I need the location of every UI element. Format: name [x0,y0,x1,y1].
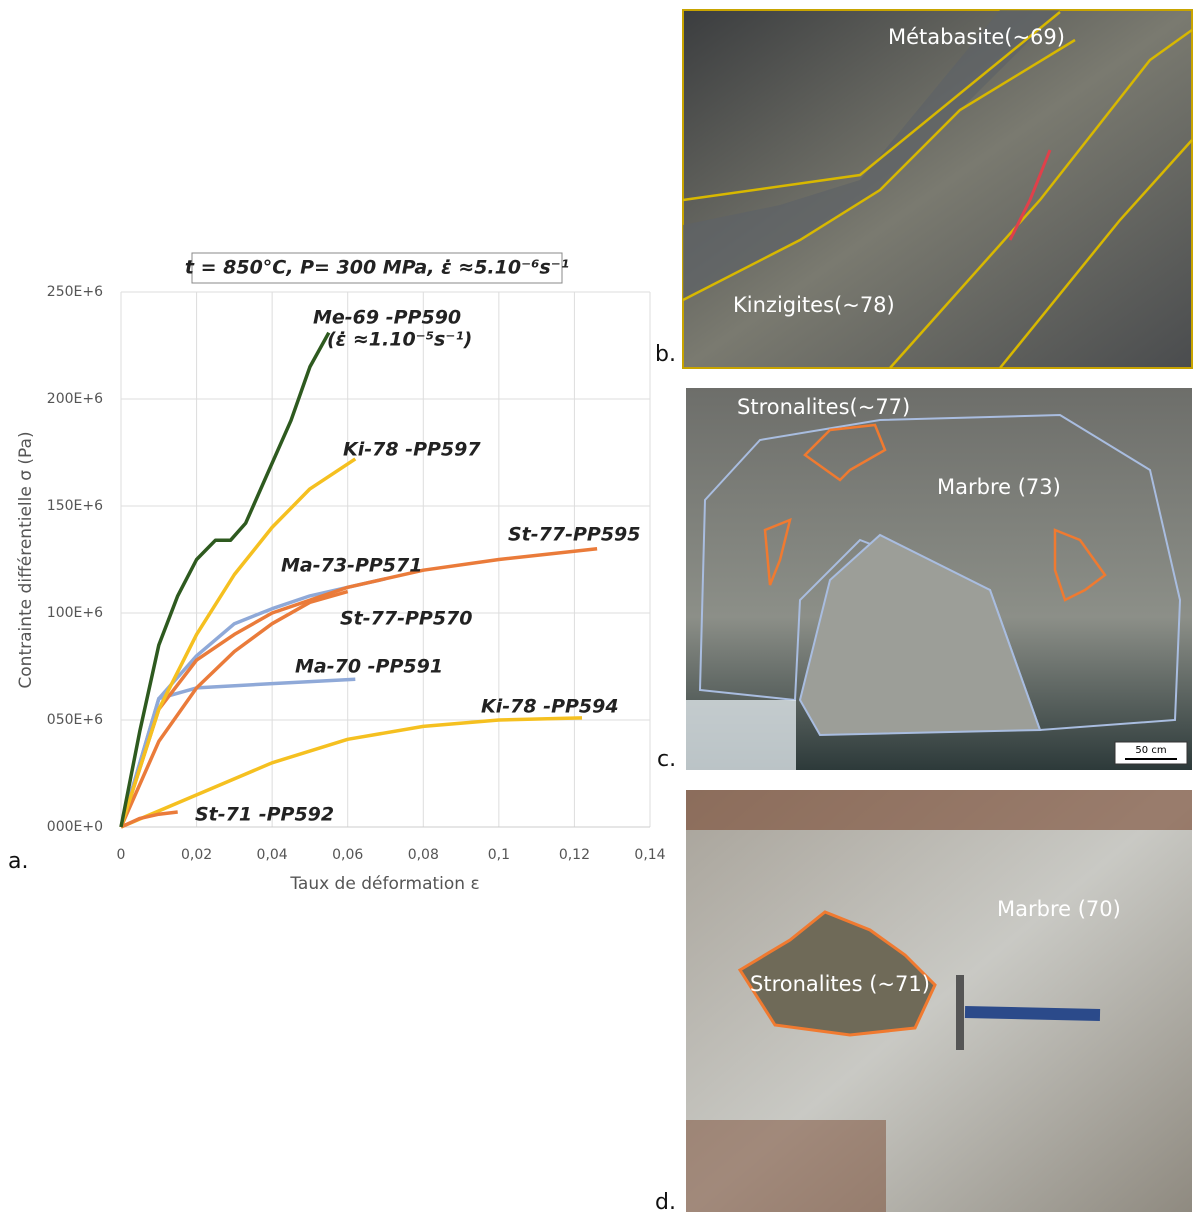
photo-label: Stronalites(~77) [737,395,910,419]
photo-b: Métabasite(~69) Kinzigites(~78) [682,9,1193,369]
outline [763,517,792,586]
series-line [120,810,178,829]
series-line [119,589,349,828]
series-label: Ma-70 -PP591 [295,656,443,678]
x-tick-label: 0,12 [559,847,590,863]
chart: t = 850°C, P= 300 MPa, ε̇ ≈5.10⁻⁶s⁻¹ Tau… [16,252,666,894]
y-tick-label: 150E+6 [47,498,103,514]
series-label: Ki-78 -PP594 [481,696,619,718]
outline [698,413,1182,732]
chart-title: t = 850°C, P= 300 MPa, ε̇ ≈5.10⁻⁶s⁻¹ [185,257,569,279]
x-tick-label: 0,04 [257,847,288,863]
x-tick-label: 0 [117,847,126,863]
y-tick-label: 250E+6 [47,284,103,300]
y-tick-label: 200E+6 [47,391,103,407]
photo-label: Kinzigites(~78) [733,293,895,317]
photo-label: Marbre (73) [937,475,1061,499]
series-line [119,457,357,828]
y-tick-label: 050E+6 [47,712,103,728]
series-label: St-77-PP570 [340,608,473,630]
outline [798,533,1042,737]
hammer [964,1006,1101,1021]
series-line [119,547,598,828]
series-label: St-71 -PP592 [195,804,334,826]
y-tick-label: 100E+6 [47,605,103,621]
panel-letter: c. [657,747,676,772]
outline [999,139,1193,369]
series-line [120,716,583,829]
water [686,700,796,770]
scale-label: 50 cm [1135,745,1166,756]
outline [737,910,937,1037]
panel-letter: d. [655,1190,676,1214]
x-axis-label: Taux de déformation ε [289,874,479,894]
photo-d: Marbre (70) Stronalites (~71) [686,790,1192,1212]
leaves [686,790,1192,830]
title-box [191,252,563,284]
series-label: Me-69 -PP590 [313,307,461,329]
panel-letter: a. [8,849,28,874]
photo-label: Stronalites (~71) [750,972,930,996]
photo-label: Marbre (70) [997,897,1121,921]
series-label: Ki-78 -PP597 [343,439,481,461]
x-tick-label: 0,1 [488,847,510,863]
leaves [686,1120,886,1212]
y-axis-label: Contrainte différentielle σ (Pa) [16,431,36,688]
outline [803,423,887,482]
x-tick-label: 0,02 [181,847,212,863]
panel-letter: b. [655,342,676,367]
x-tick-label: 0,08 [408,847,439,863]
annotation: (ε̇ ≈1.10⁻⁵s⁻¹) [327,329,472,351]
outline [1053,528,1107,602]
series-label: St-77-PP595 [508,524,641,546]
rock-band [683,10,1060,300]
series-line [119,331,331,828]
x-tick-label: 0,06 [332,847,363,863]
photo-label: Métabasite(~69) [888,25,1065,49]
y-tick-label: 000E+0 [47,819,103,835]
outline [682,11,1061,202]
photo-c: 50 cm Stronalites(~77) Marbre (73) [686,388,1192,770]
x-tick-label: 0,14 [634,847,665,863]
tape [1008,149,1052,241]
outline [682,38,1076,302]
series-label: Ma-73-PP571 [281,555,422,577]
outline [889,28,1193,369]
